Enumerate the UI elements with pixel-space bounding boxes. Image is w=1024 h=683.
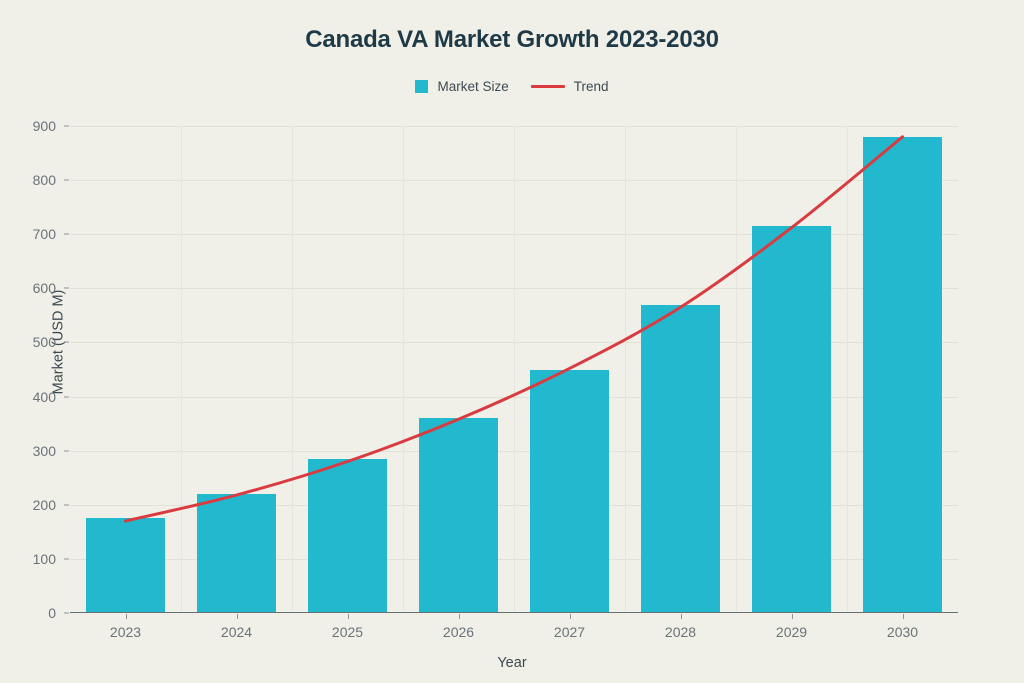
line-swatch-icon <box>530 84 565 89</box>
bar[interactable] <box>418 418 499 613</box>
y-tick-mark <box>64 179 69 181</box>
x-tick-mark <box>680 614 682 619</box>
y-tick-label: 600 <box>32 280 56 297</box>
x-axis-line <box>70 611 958 613</box>
vertical-gridline <box>625 126 626 613</box>
x-tick-label: 2024 <box>220 624 253 640</box>
y-tick-mark <box>64 233 69 235</box>
y-tick-mark <box>64 396 69 398</box>
bar[interactable] <box>751 226 832 613</box>
x-tick-mark <box>902 614 904 619</box>
y-tick-label: 500 <box>32 334 56 351</box>
x-tick-label: 2030 <box>886 624 919 640</box>
y-tick-mark <box>64 450 69 452</box>
x-tick-label: 2027 <box>553 624 586 640</box>
legend-label-market-size: Market Size <box>437 79 509 94</box>
legend-item-market-size[interactable]: Market Size <box>415 79 509 94</box>
y-tick-mark <box>64 504 69 506</box>
bar[interactable] <box>307 458 388 613</box>
vertical-gridline <box>514 126 515 613</box>
y-tick-mark <box>64 558 69 560</box>
y-tick-mark <box>64 341 69 343</box>
y-tick-label: 200 <box>32 496 56 513</box>
vertical-gridline <box>292 126 293 613</box>
x-tick-label: 2029 <box>775 624 808 640</box>
chart-title: Canada VA Market Growth 2023-2030 <box>305 26 719 53</box>
square-swatch-icon <box>415 80 429 93</box>
x-tick-mark <box>791 614 793 619</box>
vertical-gridline <box>181 126 182 613</box>
y-tick-label: 900 <box>32 118 56 134</box>
x-tick-label: 2028 <box>664 624 697 640</box>
y-tick-mark <box>64 287 69 289</box>
x-tick-mark <box>125 614 127 619</box>
x-tick-mark <box>236 614 238 619</box>
bar[interactable] <box>640 304 721 613</box>
legend-item-trend[interactable]: Trend <box>530 79 609 94</box>
y-tick-mark <box>64 612 69 614</box>
x-tick-mark <box>569 614 571 619</box>
vertical-gridline <box>736 126 737 613</box>
vertical-gridline <box>847 126 848 613</box>
x-tick-label: 2023 <box>109 624 142 640</box>
x-tick-mark <box>347 614 349 619</box>
y-tick-label: 0 <box>48 605 56 621</box>
legend-label-trend: Trend <box>573 79 609 94</box>
bar[interactable] <box>529 369 610 613</box>
y-tick-mark <box>64 125 69 127</box>
x-tick-label: 2026 <box>442 624 475 640</box>
y-tick-label: 400 <box>32 388 56 405</box>
vertical-gridline <box>403 126 404 613</box>
y-tick-label: 100 <box>32 550 56 567</box>
bar[interactable] <box>862 136 943 613</box>
bar[interactable] <box>196 493 277 613</box>
y-tick-label: 700 <box>32 226 56 243</box>
plot-area <box>70 126 958 613</box>
x-axis-title: Year <box>497 655 527 671</box>
y-tick-label: 800 <box>32 172 56 189</box>
bar[interactable] <box>85 518 166 613</box>
chart-legend: Market Size Trend <box>0 79 1024 94</box>
x-tick-label: 2025 <box>331 624 364 640</box>
x-tick-mark <box>458 614 460 619</box>
y-tick-label: 300 <box>32 442 56 459</box>
